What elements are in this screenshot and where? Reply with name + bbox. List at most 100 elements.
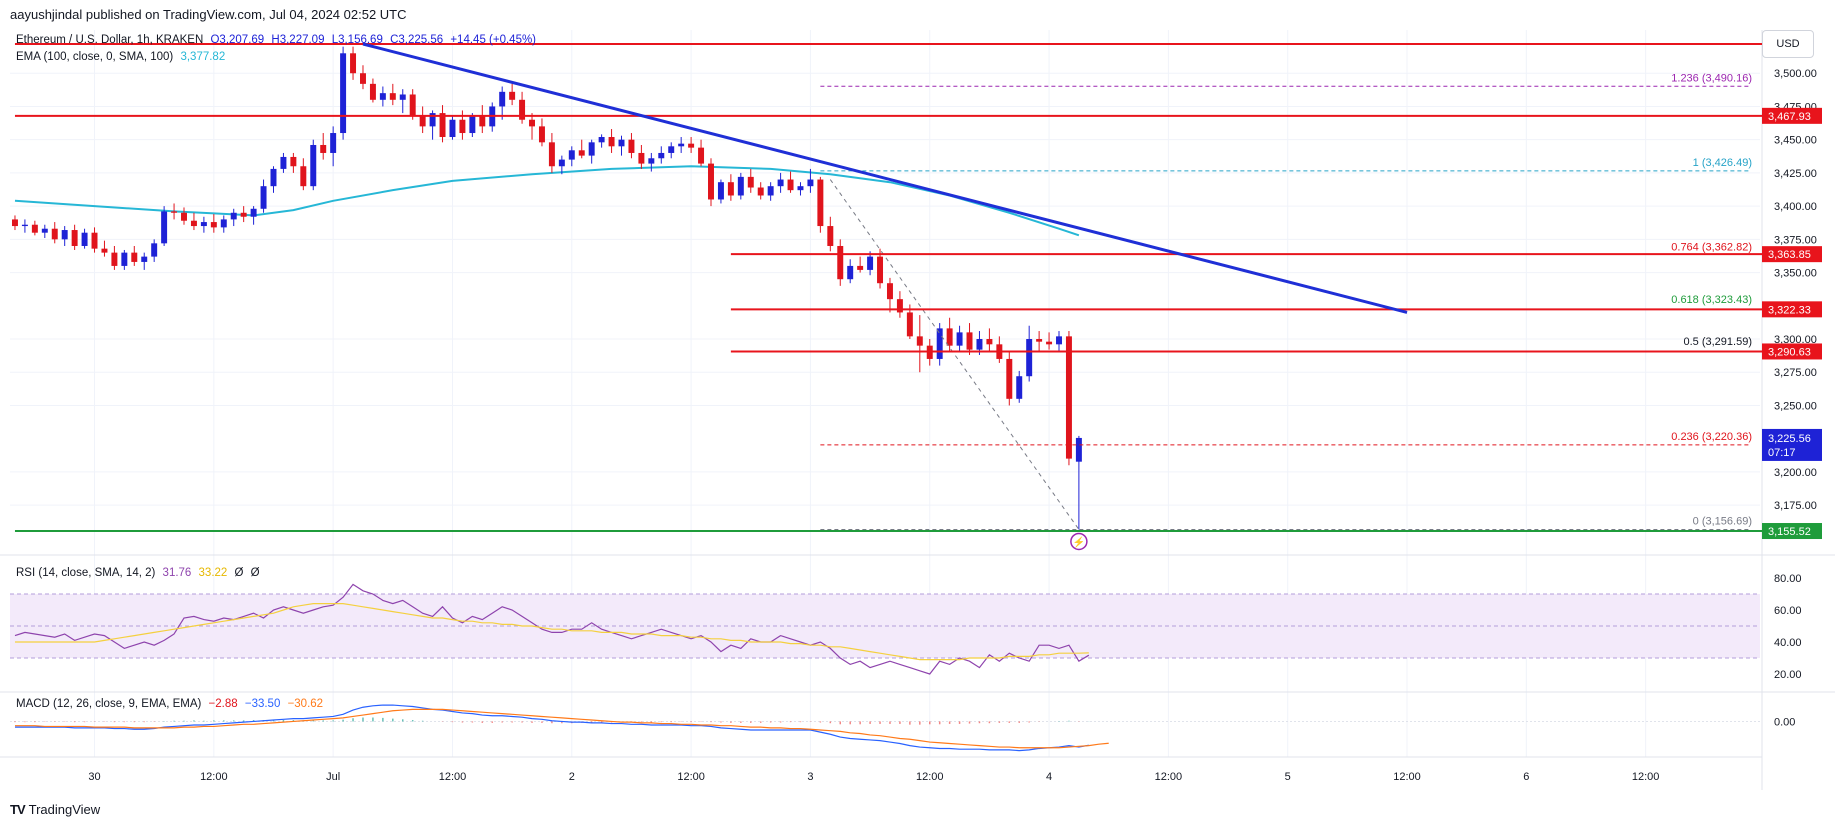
fib-level-label: 0.236 (3,220.36)	[1671, 431, 1752, 443]
candle-body	[867, 256, 874, 270]
candle-body	[61, 230, 68, 240]
candle-body	[31, 224, 38, 233]
current-price-tag	[1762, 428, 1822, 461]
change-value: +14.45 (+0.45%)	[450, 34, 537, 46]
fib-level-label: 0 (3,156.69)	[1693, 515, 1752, 527]
candle-body	[151, 243, 158, 257]
candle-body	[161, 211, 168, 244]
level-price-tag	[1762, 107, 1822, 124]
candle-body	[379, 93, 386, 100]
candle-body	[916, 336, 923, 346]
rsi-label: RSI (14, close, SMA, 14, 2)	[16, 567, 156, 579]
candle-body	[578, 150, 585, 156]
time-tick-label: 12:00	[677, 771, 705, 783]
candle-body	[81, 232, 88, 246]
candle-body	[757, 187, 764, 196]
level-price-label: 3,155.52	[1768, 526, 1811, 538]
bearish-trendline	[362, 42, 1408, 314]
candle-body	[946, 328, 953, 346]
candle-body	[290, 156, 297, 167]
rsi-tick-label: 40.00	[1774, 637, 1802, 649]
candle-body	[360, 73, 366, 84]
rsi-sma-line	[14, 602, 1089, 661]
candle-body	[479, 115, 486, 127]
time-tick-label: 12:00	[916, 771, 944, 783]
candle-body	[1006, 358, 1013, 399]
close-value: C3,225.56	[390, 34, 444, 46]
open-value: O3,207.69	[210, 34, 265, 46]
candle-body	[51, 228, 58, 240]
price-tick-label: 3,350.00	[1774, 268, 1817, 280]
time-tick-label: 4	[1046, 771, 1052, 783]
price-tick-label: 3,375.00	[1774, 234, 1817, 246]
ema-legend: EMA (100, close, 0, SMA, 100) 3,377.82	[16, 51, 229, 63]
candle-body	[499, 91, 506, 107]
macd-label: MACD (12, 26, close, 9, EMA, EMA)	[16, 698, 202, 710]
rsi-extra-2: Ø	[250, 567, 260, 579]
macd-signal-line	[14, 708, 1109, 749]
candle-body	[220, 219, 227, 228]
price-tick-label: 3,200.00	[1774, 467, 1817, 479]
level-price-tag	[1762, 301, 1822, 318]
candle-body	[469, 115, 476, 134]
level-price-tag	[1762, 246, 1822, 263]
candle-body	[896, 299, 903, 313]
macd-line-value: −33.50	[244, 698, 281, 710]
time-tick-label: 12:00	[1393, 771, 1421, 783]
countdown-label: 07:17	[1768, 447, 1796, 459]
price-tick-label: 3,425.00	[1774, 168, 1817, 180]
candle-body	[966, 332, 973, 350]
fib-level-label: 0.618 (3,323.43)	[1671, 294, 1752, 306]
current-price-label: 3,225.56	[1768, 433, 1811, 445]
price-tick-label: 3,250.00	[1774, 400, 1817, 412]
candle-body	[200, 222, 207, 227]
time-tick-label: Jul	[326, 771, 340, 783]
level-price-label: 3,467.93	[1768, 111, 1811, 123]
candle-body	[608, 137, 615, 147]
time-tick-label: 6	[1523, 771, 1529, 783]
candle-body	[658, 152, 665, 159]
candle-body	[320, 144, 327, 153]
candle-body	[638, 152, 645, 164]
candle-body	[698, 147, 705, 164]
rsi-sma-value: 33.22	[198, 567, 228, 579]
currency-button[interactable]: USD	[1762, 30, 1814, 58]
time-tick-label: 3	[807, 771, 813, 783]
candle-body	[747, 176, 754, 188]
candle-body	[737, 176, 744, 196]
rsi-tick-label: 20.00	[1774, 669, 1802, 681]
fib-level-label: 1 (3,426.49)	[1693, 157, 1752, 169]
candle-body	[708, 163, 714, 200]
candle-body	[369, 83, 376, 100]
candle-body	[389, 93, 396, 100]
candle-body	[717, 182, 724, 200]
fib-level-label: 0.764 (3,362.82)	[1671, 242, 1752, 254]
candle-body	[41, 228, 48, 233]
rsi-tick-label: 60.00	[1774, 605, 1802, 617]
tradingview-logo-text: TradingView	[28, 802, 101, 817]
candle-body	[1056, 336, 1062, 345]
price-tick-label: 3,500.00	[1774, 68, 1817, 80]
candle-body	[310, 144, 317, 187]
candle-body	[300, 166, 307, 187]
rsi-tick-label: 80.00	[1774, 573, 1802, 585]
candle-body	[936, 328, 943, 359]
candle-body	[548, 142, 555, 167]
time-tick-label: 12:00	[1155, 771, 1183, 783]
candle-body	[618, 139, 625, 147]
price-tick-label: 3,400.00	[1774, 201, 1817, 213]
macd-tick-label: 0.00	[1774, 716, 1795, 728]
candle-body	[240, 212, 247, 217]
candle-body	[181, 212, 187, 221]
price-tick-label: 3,275.00	[1774, 367, 1817, 379]
candle-body	[837, 245, 844, 280]
candle-body	[956, 332, 963, 346]
candle-body	[678, 143, 685, 147]
candle-body	[190, 220, 197, 227]
candle-body	[538, 126, 545, 143]
time-tick-label: 12:00	[439, 771, 467, 783]
candle-body	[1075, 437, 1082, 462]
candle-body	[131, 252, 138, 262]
candle-body	[260, 186, 267, 209]
candle-body	[668, 146, 675, 153]
